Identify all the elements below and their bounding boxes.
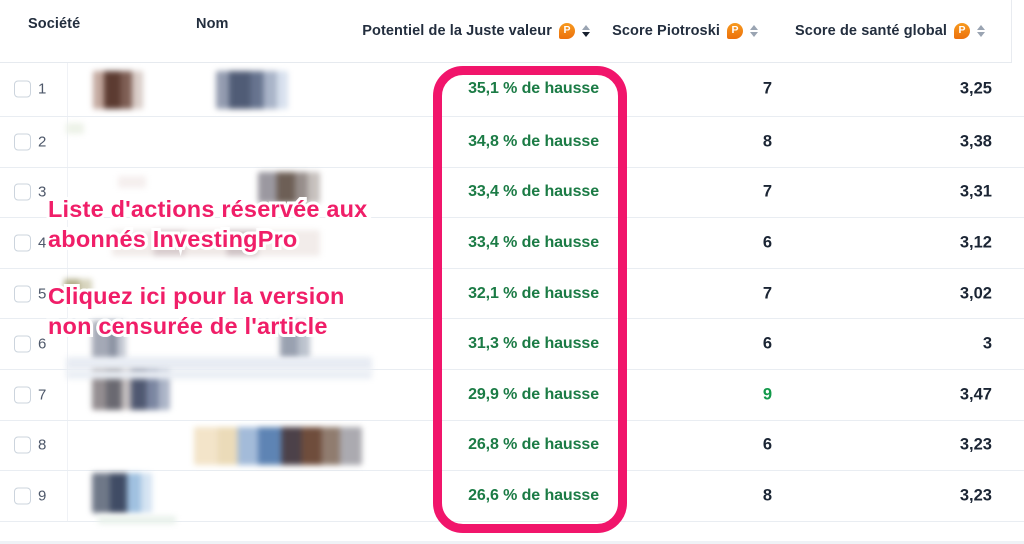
column-header-label: Score Piotroski	[612, 23, 720, 39]
row-index: 2	[38, 133, 47, 151]
censored-pixelated-ticker	[92, 321, 126, 362]
censored-pixelated-blur	[66, 357, 372, 371]
piotroski-score: 8	[762, 132, 772, 151]
row-checkbox[interactable]	[14, 234, 31, 252]
table-row[interactable]: 2 34,8 % de hausse 8 3,38	[0, 117, 1024, 168]
row-checkbox[interactable]	[14, 436, 31, 454]
table-row[interactable]: 1 35,1 % de hausse 7 3,25	[0, 62, 1024, 117]
investingpro-badge-icon: P	[559, 23, 575, 39]
column-header-health[interactable]: Score de santé global P	[795, 0, 985, 62]
column-header-piotroski[interactable]: Score Piotroski P	[612, 0, 758, 62]
fair-value-upside: 32,1 % de hausse	[468, 284, 599, 302]
subscribers-only-caption: Liste d'actions réservée aux abonnés Inv…	[45, 193, 370, 255]
fair-value-upside: 29,9 % de hausse	[468, 385, 599, 403]
column-header-label: Potentiel de la Juste valeur	[362, 23, 552, 39]
column-header-nom: Nom	[196, 16, 229, 32]
health-score: 3,25	[959, 79, 992, 98]
page-bottom-edge	[0, 541, 1024, 544]
row-index: 3	[38, 183, 47, 201]
investingpro-badge-icon: P	[954, 23, 970, 39]
row-index: 8	[38, 436, 47, 454]
caption-line: Cliquez ici pour la version	[45, 280, 347, 312]
click-here-caption[interactable]: Cliquez ici pour la version non censurée…	[45, 280, 347, 342]
censored-pixelated-name	[216, 71, 288, 109]
row-checkbox[interactable]	[14, 183, 31, 201]
row-index: 6	[38, 335, 47, 353]
piotroski-score: 8	[762, 486, 772, 505]
health-score: 3,47	[959, 385, 992, 404]
health-score: 3,23	[959, 486, 992, 505]
column-header-label: Score de santé global	[795, 23, 947, 39]
health-score: 3,23	[959, 435, 992, 454]
row-checkbox[interactable]	[14, 133, 31, 151]
piotroski-score: 6	[762, 435, 772, 454]
column-divider	[1011, 0, 1012, 62]
column-header-fair-value[interactable]: Potentiel de la Juste valeur P	[362, 0, 590, 62]
censored-pixelated-ticker	[92, 473, 152, 514]
row-index: 4	[38, 234, 47, 252]
caption-line: Liste d'actions réservée aux	[45, 193, 370, 225]
fair-value-upside: 33,4 % de hausse	[468, 233, 599, 251]
piotroski-score: 7	[762, 79, 772, 98]
censored-pixelated-name	[98, 516, 176, 525]
health-score: 3	[982, 334, 992, 353]
column-header-societe: Société	[28, 16, 81, 32]
row-index: 9	[38, 487, 47, 505]
investingpro-badge-icon: P	[727, 23, 743, 39]
sort-icon[interactable]	[750, 24, 758, 38]
censored-pixelated-ticker	[64, 278, 92, 297]
censored-pixelated-ticker	[112, 230, 320, 257]
table-row[interactable]: 5 32,1 % de hausse 7 3,02	[0, 269, 1024, 320]
caption-line: non censurée de l'article	[45, 310, 330, 342]
caption-line: abonnés InvestingPro	[45, 223, 300, 255]
fair-value-upside: 26,6 % de hausse	[468, 486, 599, 504]
table-row[interactable]: 8 26,8 % de hausse 6 3,23	[0, 421, 1024, 472]
table-row[interactable]: 9 26,6 % de hausse 8 3,23	[0, 471, 1024, 525]
table-body: 1 35,1 % de hausse 7 3,25 2 34,8 % de ha…	[0, 62, 1024, 525]
piotroski-score: 6	[762, 334, 772, 353]
sort-icon[interactable]	[582, 24, 590, 38]
piotroski-score: 7	[762, 182, 772, 201]
censored-pixelated-ticker	[194, 426, 362, 465]
table-row[interactable]: 7 29,9 % de hausse 9 3,47	[0, 369, 1024, 421]
fair-value-upside: 34,8 % de hausse	[468, 132, 599, 150]
sort-icon[interactable]	[977, 24, 985, 38]
row-index: 7	[38, 386, 47, 404]
row-index: 1	[38, 80, 47, 98]
censored-pixelated-ticker	[66, 123, 84, 134]
health-score: 3,12	[959, 233, 992, 252]
table-row[interactable]: 3 33,4 % de hausse 7 3,31	[0, 168, 1024, 219]
piotroski-score: 7	[762, 284, 772, 303]
censored-pixelated-ticker	[93, 71, 143, 109]
row-checkbox[interactable]	[14, 285, 31, 303]
censored-pixelated-name	[280, 321, 310, 360]
table-header: Société Nom Potentiel de la Juste valeur…	[0, 0, 1012, 63]
row-checkbox[interactable]	[14, 487, 31, 505]
health-score: 3,31	[959, 182, 992, 201]
piotroski-score: 6	[762, 233, 772, 252]
censored-pixelated-name	[66, 369, 372, 379]
row-index: 5	[38, 285, 47, 303]
table-row[interactable]: 6 31,3 % de hausse 6 3	[0, 319, 1024, 371]
piotroski-score: 9	[762, 385, 772, 404]
health-score: 3,38	[959, 132, 992, 151]
table-row[interactable]: 4 33,4 % de hausse 6 3,12	[0, 218, 1024, 269]
fair-value-upside: 33,4 % de hausse	[468, 183, 599, 201]
row-checkbox[interactable]	[14, 386, 31, 404]
row-checkbox[interactable]	[14, 80, 31, 98]
fair-value-upside: 26,8 % de hausse	[468, 436, 599, 454]
row-checkbox[interactable]	[14, 335, 31, 353]
fair-value-upside: 35,1 % de hausse	[468, 80, 599, 97]
health-score: 3,02	[959, 284, 992, 303]
censored-pixelated-name	[258, 171, 320, 203]
fair-value-upside: 31,3 % de hausse	[468, 335, 599, 353]
censored-pixelated-ticker	[118, 175, 146, 188]
